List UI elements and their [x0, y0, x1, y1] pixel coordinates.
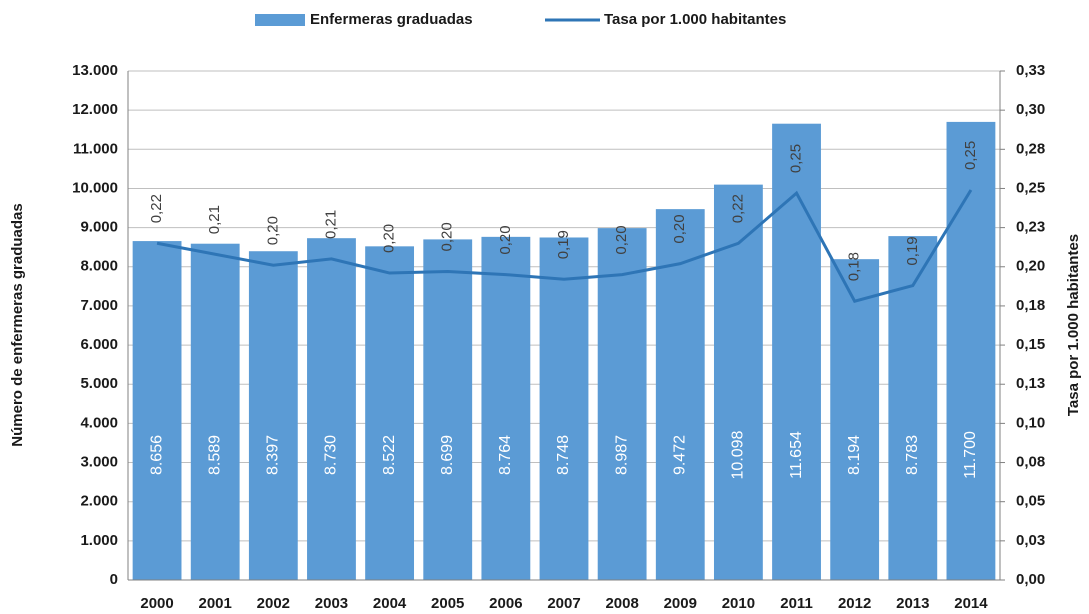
y-tick-label: 5.000 [80, 375, 118, 392]
x-tick-label: 2000 [140, 595, 173, 612]
bar [772, 123, 821, 580]
y2-tick-label: 0,33 [1016, 62, 1045, 79]
bar-value-label: 8.764 [497, 435, 514, 475]
x-tick-label: 2001 [199, 595, 232, 612]
x-tick-label: 2012 [838, 595, 871, 612]
y2-tick-label: 0,28 [1016, 140, 1045, 157]
bar-value-label: 8.522 [381, 435, 398, 475]
line-value-label: 0,19 [904, 236, 921, 265]
y-tick-label: 2.000 [80, 493, 118, 510]
x-tick-label: 2013 [896, 595, 929, 612]
bar-value-label: 8.194 [846, 435, 863, 475]
bar-value-label: 11.654 [788, 431, 805, 479]
x-tick-label: 2011 [780, 595, 813, 612]
x-tick-label: 2004 [373, 595, 407, 612]
y2-tick-label: 0,13 [1016, 375, 1045, 392]
line-value-label: 0,21 [206, 205, 223, 234]
bar-value-label: 8.589 [206, 435, 223, 475]
bar [888, 236, 938, 581]
x-tick-label: 2002 [257, 595, 290, 612]
line [156, 189, 973, 303]
y2-tick-label: 0,03 [1016, 532, 1045, 549]
bar [597, 228, 647, 580]
line-value-label: 0,20 [381, 224, 398, 253]
y-tick-label: 9.000 [80, 219, 118, 236]
y2-axis-title: Tasa por 1.000 habitantes [1065, 234, 1082, 416]
y2-tick-label: 0,08 [1016, 454, 1045, 471]
bar-value-label: 8.397 [265, 435, 282, 475]
y2-tick-label: 0,20 [1016, 258, 1045, 275]
line-value-label: 0,20 [671, 214, 688, 243]
line-value-label: 0,18 [846, 252, 863, 281]
legend-label: Tasa por 1.000 habitantes [604, 11, 786, 28]
bar [190, 243, 240, 580]
y2-tick-label: 0,25 [1016, 179, 1045, 196]
bar [481, 236, 531, 580]
legend-label: Enfermeras graduadas [310, 11, 473, 28]
bar [132, 241, 182, 581]
line-value-label: 0,20 [264, 216, 281, 245]
line-value-label: 0,19 [555, 230, 572, 259]
bar-value-label: 10.098 [730, 430, 747, 479]
bar [365, 246, 415, 580]
y-tick-label: 0 [110, 571, 118, 588]
y2-tick-label: 0,18 [1016, 297, 1045, 314]
x-tick-label: 2003 [315, 595, 348, 612]
x-tick-label: 2007 [547, 595, 580, 612]
bar-value-label: 8.987 [613, 435, 630, 475]
bar [539, 237, 589, 580]
x-tick-label: 2008 [605, 595, 638, 612]
y2-tick-label: 0,10 [1016, 414, 1045, 431]
y-axis-title: Número de enfermeras graduadas [9, 203, 26, 446]
y-tick-label: 7.000 [80, 297, 118, 314]
y2-tick-label: 0,30 [1016, 101, 1045, 118]
y-tick-label: 3.000 [80, 454, 118, 471]
y2-tick-label: 0,23 [1016, 219, 1045, 236]
y2-tick-label: 0,00 [1016, 571, 1045, 588]
x-tick-label: 2005 [431, 595, 464, 612]
x-tick-label: 2010 [722, 595, 755, 612]
bar-value-label: 8.748 [555, 435, 572, 475]
line-value-label: 0,25 [962, 141, 979, 170]
y-tick-label: 6.000 [80, 336, 118, 353]
bar-value-label: 8.730 [323, 435, 340, 475]
line-value-label: 0,20 [497, 225, 514, 254]
bar-value-label: 8.699 [439, 435, 456, 475]
line-value-label: 0,20 [613, 225, 630, 254]
y-tick-label: 8.000 [80, 258, 118, 275]
bar [307, 238, 356, 580]
y-tick-label: 12.000 [72, 101, 118, 118]
bar-value-label: 8.656 [148, 435, 165, 475]
line-value-label: 0,20 [439, 222, 456, 251]
bar-value-label: 8.783 [904, 435, 921, 475]
bar [423, 239, 473, 580]
x-tick-label: 2009 [664, 595, 697, 612]
x-tick-label: 2006 [489, 595, 522, 612]
y2-tick-label: 0,05 [1016, 493, 1045, 510]
y-tick-label: 11.000 [73, 140, 118, 157]
y-tick-label: 1.000 [80, 532, 118, 549]
y-tick-label: 10.000 [72, 179, 118, 196]
bar [655, 209, 705, 580]
bar [830, 259, 880, 580]
line-value-label: 0,22 [729, 194, 746, 223]
legend-swatch [255, 14, 305, 26]
bar [946, 121, 996, 581]
x-tick-label: 2014 [954, 595, 988, 612]
y2-tick-label: 0,15 [1016, 336, 1045, 353]
bar [248, 251, 298, 580]
bar-value-label: 9.472 [671, 435, 688, 475]
bar-value-label: 11.700 [962, 431, 979, 479]
line-value-label: 0,22 [148, 194, 165, 223]
y-tick-label: 4.000 [80, 414, 118, 431]
line-value-label: 0,25 [788, 144, 805, 173]
y-tick-label: 13.000 [72, 62, 118, 79]
line-value-label: 0,21 [322, 210, 339, 239]
